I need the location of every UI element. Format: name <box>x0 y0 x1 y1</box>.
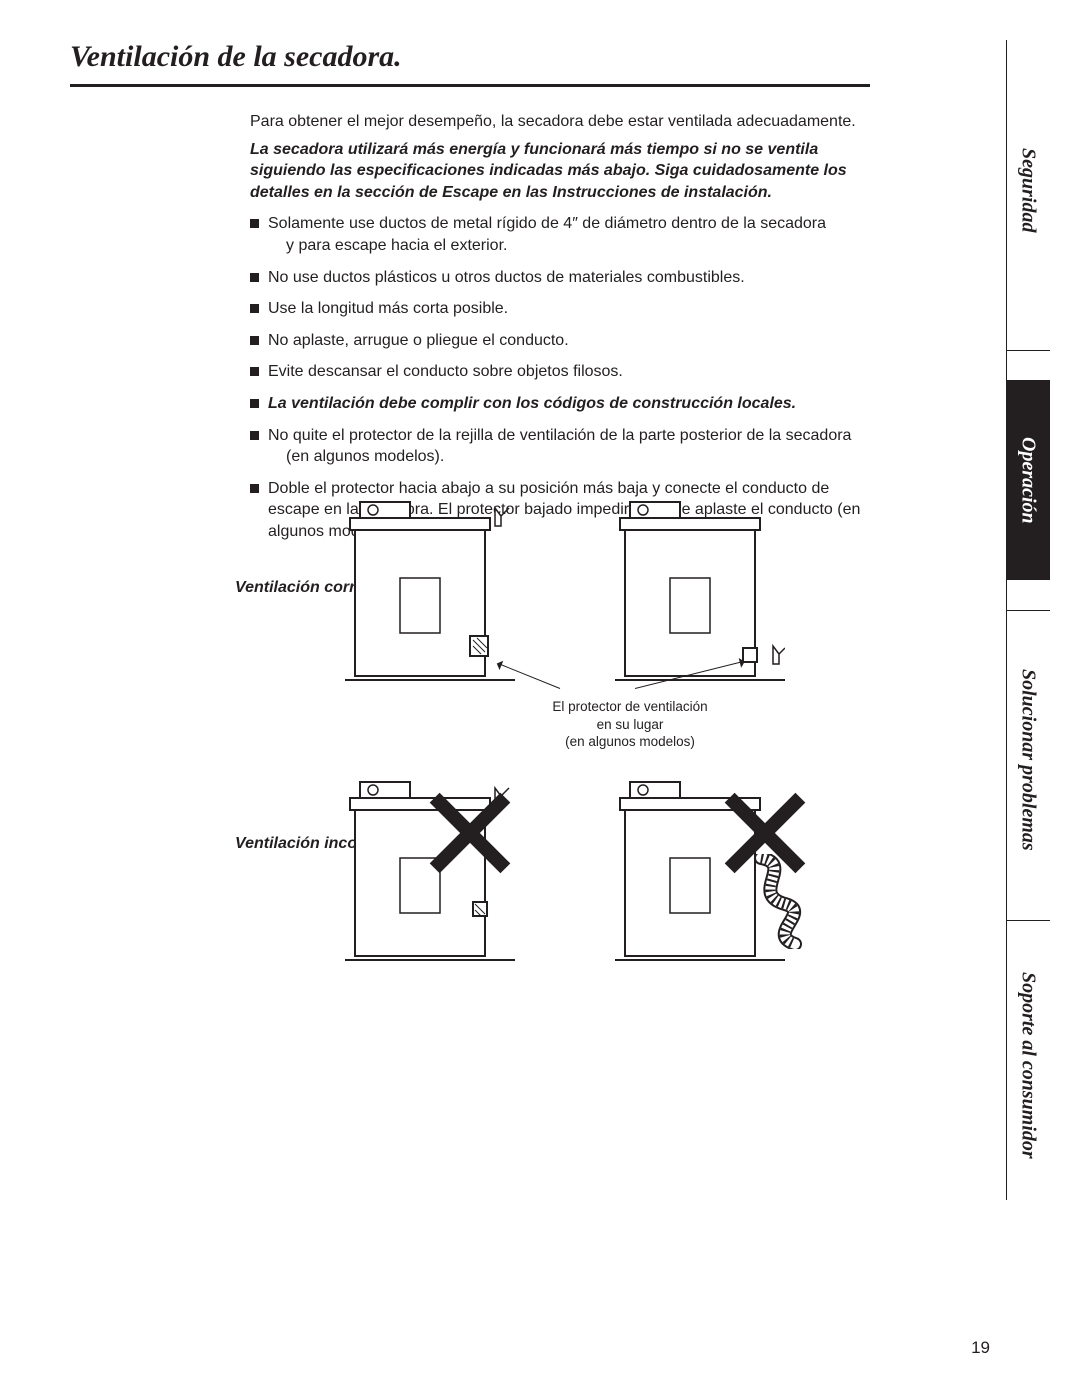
tab-soporte[interactable]: Soporte al consumidor <box>1006 940 1050 1190</box>
tab-seguridad[interactable]: Seguridad <box>1006 120 1050 260</box>
caption-line: (en algunos modelos) <box>535 733 725 751</box>
tab-divider <box>1007 350 1050 351</box>
bullet-item: No use ductos plásticos u otros ductos d… <box>250 267 870 289</box>
caption-line: El protector de ventilación <box>535 698 725 716</box>
x-mark-icon <box>725 793 805 873</box>
tab-divider <box>1007 920 1050 921</box>
page-number: 19 <box>971 1338 990 1358</box>
tab-label: Soporte al consumidor <box>1017 972 1040 1159</box>
tab-label: Operación <box>1017 437 1040 524</box>
vent-caption: El protector de ventilación en su lugar … <box>535 698 725 751</box>
dryer-correct-2 <box>615 498 785 683</box>
bullet-list: Solamente use ductos de metal rígido de … <box>250 213 870 542</box>
bullet-text: Solamente use ductos de metal rígido de … <box>268 215 826 232</box>
bullet-sub: y para escape hacia el exterior. <box>268 235 870 257</box>
bullet-sub: (en algunos modelos). <box>268 446 870 468</box>
bullet-item: Solamente use ductos de metal rígido de … <box>250 213 870 256</box>
tab-divider <box>1007 610 1050 611</box>
tab-label: Solucionar problemas <box>1017 669 1040 851</box>
bullet-text: No quite el protector de la rejilla de v… <box>268 427 851 444</box>
caption-line: en su lugar <box>535 716 725 734</box>
bullet-item: No aplaste, arrugue o pliegue el conduct… <box>250 330 870 352</box>
side-tabs: Seguridad Operación Solucionar problemas… <box>1006 40 1050 1200</box>
bullet-bold: La ventilación debe complir con los códi… <box>268 395 796 412</box>
tab-operacion[interactable]: Operación <box>1006 380 1050 580</box>
tab-solucionar[interactable]: Solucionar problemas <box>1006 640 1050 880</box>
x-mark-icon <box>430 793 510 873</box>
bullet-item: Evite descansar el conducto sobre objeto… <box>250 361 870 383</box>
intro-text: Para obtener el mejor desempeño, la seca… <box>250 111 870 133</box>
bullet-item: No quite el protector de la rejilla de v… <box>250 425 870 468</box>
dryer-correct-1 <box>345 498 515 683</box>
body-content: Para obtener el mejor desempeño, la seca… <box>250 111 870 543</box>
page-title: Ventilación de la secadora. <box>70 40 870 87</box>
bullet-item: La ventilación debe complir con los códi… <box>250 393 870 415</box>
intro-bold: La secadora utilizará más energía y func… <box>250 139 870 204</box>
tab-label: Seguridad <box>1017 148 1040 232</box>
bullet-item: Use la longitud más corta posible. <box>250 298 870 320</box>
